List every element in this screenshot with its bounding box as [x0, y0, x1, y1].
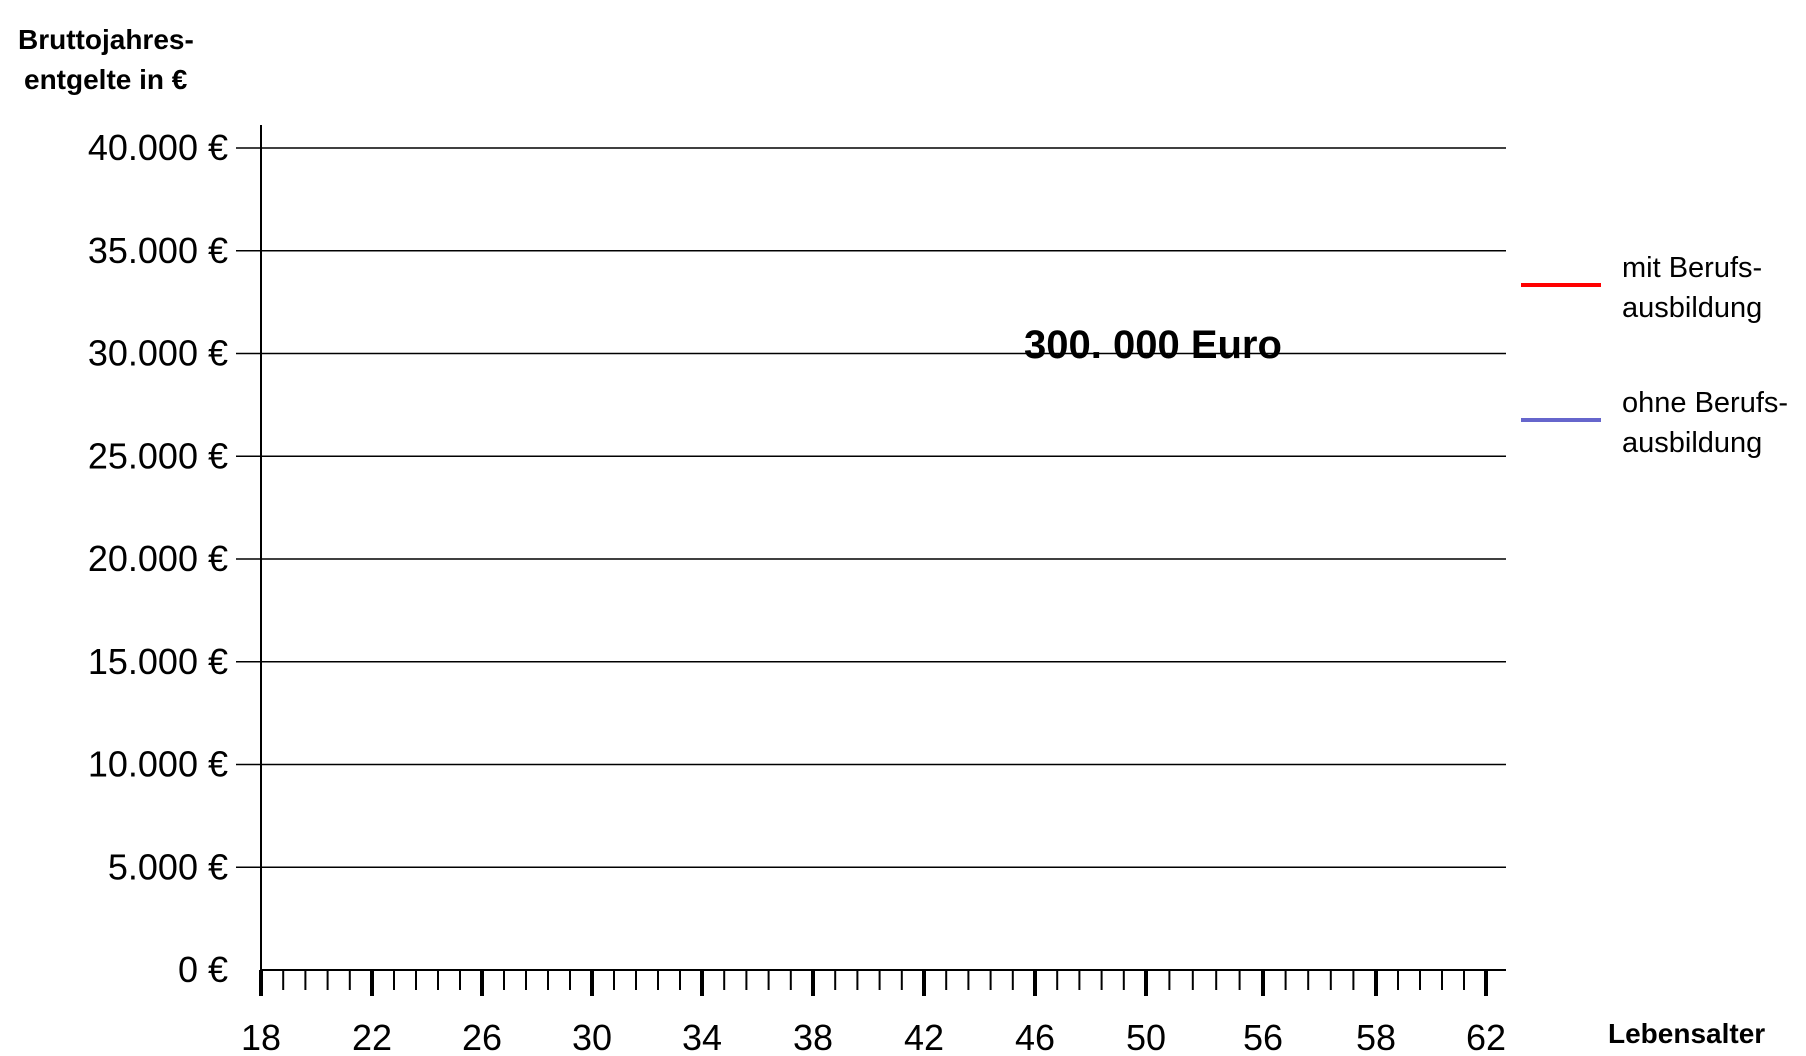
x-axis-title: Lebensalter — [1608, 1018, 1765, 1049]
y-tick-label: 20.000 € — [88, 538, 228, 579]
legend-label-ohne-line-2: ausbildung — [1622, 427, 1762, 459]
y-axis-title-line-2: entgelte in € — [24, 64, 188, 95]
x-tick-label: 26 — [462, 1017, 502, 1056]
x-tick-label: 22 — [352, 1017, 392, 1056]
legend-label-mit-line-2: ausbildung — [1622, 292, 1762, 324]
x-tick-labels: 18 22 26 30 34 38 42 46 50 56 58 62 — [241, 1017, 1506, 1056]
y-tick-label: 30.000 € — [88, 333, 228, 374]
x-tick-label: 42 — [904, 1017, 944, 1056]
y-tick-label: 10.000 € — [88, 744, 228, 785]
legend: mit Berufs- ausbildung ohne Berufs- ausb… — [1521, 252, 1788, 459]
legend-label-mit-line-1: mit Berufs- — [1622, 252, 1762, 284]
x-tick-label: 46 — [1015, 1017, 1055, 1056]
y-tick-label: 0 € — [178, 949, 228, 990]
x-tick-label: 30 — [572, 1017, 612, 1056]
x-tick-label: 34 — [682, 1017, 722, 1056]
x-tick-marks — [259, 970, 1488, 996]
x-tick-label: 18 — [241, 1017, 281, 1056]
y-axis-title-line-1: Bruttojahres- — [18, 24, 194, 55]
x-tick-label: 62 — [1466, 1017, 1506, 1056]
x-tick-label: 58 — [1356, 1017, 1396, 1056]
legend-label-ohne-line-1: ohne Berufs- — [1622, 387, 1788, 419]
gap-annotation: 300. 000 Euro — [1024, 323, 1282, 367]
x-tick-label: 50 — [1126, 1017, 1166, 1056]
x-tick-label: 38 — [793, 1017, 833, 1056]
grid-lines — [236, 147, 1506, 868]
y-tick-label: 40.000 € — [88, 127, 228, 168]
y-tick-labels: 0 € 5.000 € 10.000 € 15.000 € 20.000 € 25.000… — [88, 127, 228, 990]
y-tick-label: 15.000 € — [88, 641, 228, 682]
x-tick-label: 56 — [1243, 1017, 1283, 1056]
y-tick-label: 25.000 € — [88, 435, 228, 476]
y-tick-label: 35.000 € — [88, 230, 228, 271]
y-tick-label: 5.000 € — [108, 846, 228, 887]
